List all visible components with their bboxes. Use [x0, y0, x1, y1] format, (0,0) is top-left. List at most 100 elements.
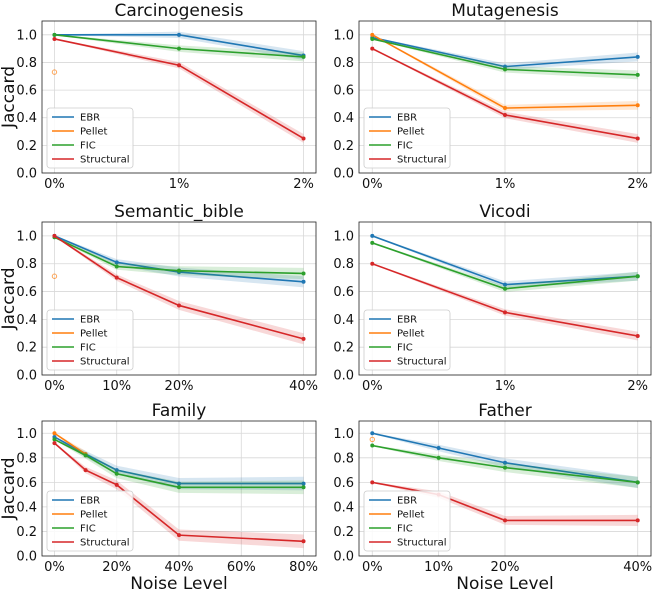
legend: EBR Pellet FIC Structural [363, 107, 451, 169]
confidence-band [372, 38, 638, 80]
legend-label: Structural [397, 357, 447, 368]
data-point [114, 275, 119, 280]
data-point [503, 286, 507, 291]
legend-label: EBR [80, 315, 100, 326]
x-tick-label: 20% [102, 560, 131, 575]
x-axis-label: Noise Level [130, 574, 227, 592]
y-tick-label: 0.4 [16, 111, 37, 126]
series-structural [370, 261, 640, 341]
y-tick-label: 0.2 [16, 341, 37, 356]
data-point [52, 437, 57, 442]
data-point [301, 54, 306, 59]
data-point [301, 336, 306, 341]
data-point [52, 32, 57, 37]
data-point [301, 279, 306, 284]
data-point [301, 271, 306, 276]
legend-label: EBR [397, 315, 417, 326]
data-point [503, 106, 507, 111]
data-point [177, 533, 181, 538]
y-tick-label: 0.6 [333, 84, 354, 99]
y-axis-label: Jaccard [0, 267, 19, 330]
data-point [370, 443, 375, 448]
series-fic [52, 437, 306, 495]
subplot-mutagenesis: 0.0 0.2 0.4 0.6 0.8 1.0 0% 1% 2% Mutagenesis EBR Pe… [333, 1, 652, 192]
y-tick-label: 0.4 [333, 500, 354, 515]
axes-frame [41, 221, 317, 376]
legend-box [46, 309, 134, 371]
legend: EBR Pellet FIC Structural [46, 309, 134, 371]
data-point [635, 54, 640, 59]
y-tick-label: 0.6 [16, 84, 37, 99]
x-tick-label: 1% [169, 177, 190, 192]
subplot-title: Father [478, 401, 532, 421]
y-tick-label: 0.4 [16, 500, 37, 515]
data-point [177, 268, 181, 273]
data-point [370, 261, 375, 266]
data-point [114, 471, 119, 476]
data-point [503, 465, 507, 470]
data-point [635, 72, 640, 77]
y-tick-label: 0.6 [333, 285, 354, 300]
subplot-title: Vicodi [479, 202, 530, 222]
data-point [177, 63, 181, 68]
legend: EBR Pellet FIC Structural [46, 107, 134, 169]
legend-label: EBR [397, 113, 417, 124]
y-tick-label: 0.4 [333, 111, 354, 126]
data-point [370, 46, 375, 51]
series-line [54, 235, 304, 340]
data-point [370, 32, 375, 37]
data-point [635, 274, 640, 279]
y-tick-label: 0.0 [333, 369, 354, 384]
data-point [369, 436, 375, 443]
axes-frame [41, 20, 317, 174]
data-point [503, 112, 507, 117]
series-line [372, 444, 638, 484]
data-point [52, 233, 57, 238]
axes-frame [358, 20, 652, 174]
y-tick-label: 0.2 [333, 341, 354, 356]
legend-label: Structural [80, 155, 130, 166]
data-point [503, 64, 507, 69]
y-tick-label: 0.8 [16, 451, 37, 466]
data-point [301, 485, 306, 490]
data-point [503, 67, 507, 72]
data-point [635, 103, 640, 108]
y-tick-label: 0.6 [16, 285, 37, 300]
series-structural [52, 233, 306, 345]
legend-label: Structural [397, 155, 447, 166]
data-point [503, 282, 507, 287]
x-tick-label: 2% [627, 379, 648, 394]
data-point [52, 441, 57, 446]
data-point [503, 310, 507, 315]
legend: EBR Pellet FIC Structural [46, 490, 134, 552]
axes-frame [358, 221, 652, 376]
series-structural [370, 46, 640, 143]
x-tick-label: 60% [227, 560, 256, 575]
series-fic [370, 36, 640, 80]
data-point [370, 480, 375, 485]
y-tick-label: 0.8 [333, 451, 354, 466]
data-point [301, 539, 306, 544]
data-point [635, 518, 640, 523]
x-tick-label: 0% [44, 177, 65, 192]
y-tick-label: 1.0 [333, 28, 354, 43]
legend-box [363, 490, 451, 552]
data-point [436, 455, 441, 460]
x-tick-label: 0% [362, 177, 383, 192]
legend-label: EBR [80, 113, 100, 124]
y-tick-label: 1.0 [16, 229, 37, 244]
data-point [177, 32, 181, 37]
y-tick-label: 1.0 [333, 427, 354, 442]
axes-frame [358, 420, 652, 557]
legend-label: Pellet [80, 510, 108, 521]
y-tick-label: 0.4 [16, 313, 37, 328]
data-point [114, 482, 119, 487]
x-tick-label: 0% [44, 379, 65, 394]
x-tick-label: 2% [293, 177, 314, 192]
y-tick-label: 0.0 [333, 550, 354, 565]
confidence-band [372, 34, 638, 112]
confidence-band [54, 442, 304, 549]
series-line [372, 432, 638, 484]
series-fic [52, 32, 306, 62]
